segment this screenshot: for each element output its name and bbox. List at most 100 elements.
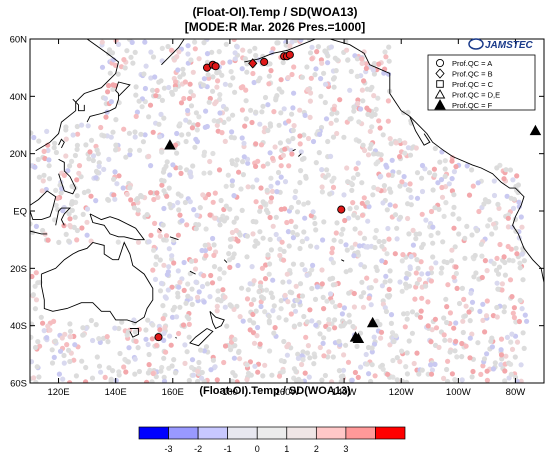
- float-dot: [484, 268, 490, 274]
- float-dot: [322, 174, 328, 180]
- float-dot: [161, 188, 167, 194]
- float-dot: [321, 335, 327, 341]
- float-dot: [351, 104, 357, 110]
- float-dot: [258, 185, 264, 191]
- float-dot: [49, 360, 56, 366]
- float-dot: [96, 336, 102, 342]
- float-dot: [229, 229, 235, 236]
- float-dot: [209, 49, 215, 55]
- float-dot: [281, 106, 287, 112]
- float-dot: [300, 357, 306, 363]
- float-dot: [203, 226, 209, 232]
- float-dot: [80, 211, 86, 217]
- float-dot: [142, 39, 148, 45]
- float-dot: [257, 283, 263, 289]
- float-dot: [107, 70, 113, 76]
- float-dot: [518, 362, 524, 368]
- float-dot: [114, 181, 120, 187]
- float-dot: [349, 245, 355, 251]
- float-dot: [215, 296, 221, 302]
- float-dot: [223, 183, 229, 189]
- float-dot: [280, 152, 286, 158]
- float-dot: [244, 377, 250, 383]
- float-dot: [267, 261, 273, 267]
- float-dot: [153, 254, 159, 260]
- float-dot: [208, 272, 214, 279]
- float-dot: [93, 322, 99, 328]
- float-dot: [367, 145, 373, 151]
- float-dot: [307, 50, 314, 56]
- float-dot: [228, 303, 234, 309]
- float-dot: [175, 200, 181, 206]
- float-dot: [131, 205, 137, 211]
- float-dot: [74, 146, 80, 152]
- float-dot: [245, 160, 251, 166]
- float-dot: [454, 354, 460, 360]
- float-dot: [278, 163, 284, 169]
- float-dot: [247, 48, 253, 54]
- float-dot: [210, 150, 216, 157]
- float-dot: [192, 144, 198, 150]
- float-dot: [480, 301, 486, 307]
- float-dot: [389, 330, 396, 336]
- float-dot: [290, 235, 296, 241]
- coastline: [30, 39, 544, 347]
- float-dot: [299, 261, 305, 268]
- float-dot: [60, 376, 66, 382]
- float-dot: [319, 167, 325, 173]
- float-dot: [499, 287, 505, 293]
- float-dot: [244, 69, 250, 75]
- float-dot: [52, 140, 58, 146]
- float-dot: [479, 253, 485, 259]
- float-dot: [304, 64, 310, 70]
- float-dot: [257, 341, 263, 347]
- float-dot: [282, 292, 288, 298]
- float-dot: [285, 138, 291, 144]
- float-dot: [66, 347, 72, 353]
- qc-flag-a: [285, 50, 294, 59]
- float-dot: [205, 72, 211, 78]
- float-dot: [231, 219, 237, 225]
- float-dot: [357, 230, 363, 236]
- float-dot: [145, 370, 151, 376]
- float-dot: [245, 287, 251, 293]
- float-dot: [413, 270, 419, 276]
- float-dot: [319, 60, 325, 66]
- float-dot: [99, 64, 106, 70]
- float-dot: [152, 74, 158, 80]
- float-dot: [67, 380, 73, 383]
- float-dot: [302, 267, 308, 273]
- float-dot: [435, 230, 441, 236]
- float-dot: [198, 347, 204, 353]
- float-dot: [157, 233, 163, 239]
- float-dot: [74, 177, 80, 183]
- float-dot: [262, 362, 268, 368]
- float-dot: [67, 163, 73, 169]
- float-dot: [294, 232, 300, 238]
- float-dot: [260, 103, 266, 109]
- float-dot: [445, 282, 451, 288]
- float-dot: [132, 356, 138, 362]
- float-dot: [498, 336, 505, 342]
- float-dot: [146, 239, 152, 245]
- float-dot: [388, 320, 394, 326]
- float-dot: [174, 314, 180, 320]
- float-dot: [150, 370, 156, 377]
- svg-text:JAMSTEC: JAMSTEC: [485, 40, 534, 51]
- float-dot: [498, 362, 504, 368]
- float-dot: [217, 266, 223, 272]
- qc-flag-f: [366, 316, 379, 328]
- float-dot: [363, 65, 369, 71]
- float-dot: [378, 329, 385, 335]
- float-dot: [388, 312, 395, 318]
- float-dot: [98, 369, 104, 375]
- float-dot: [103, 114, 109, 120]
- float-dot: [341, 134, 347, 140]
- lat-tick-label: 40N: [10, 92, 28, 103]
- float-dot: [518, 378, 524, 383]
- float-dot: [150, 267, 156, 273]
- float-dot: [133, 338, 139, 344]
- float-dot: [166, 246, 172, 252]
- float-dot: [408, 254, 414, 260]
- float-dot: [358, 364, 364, 370]
